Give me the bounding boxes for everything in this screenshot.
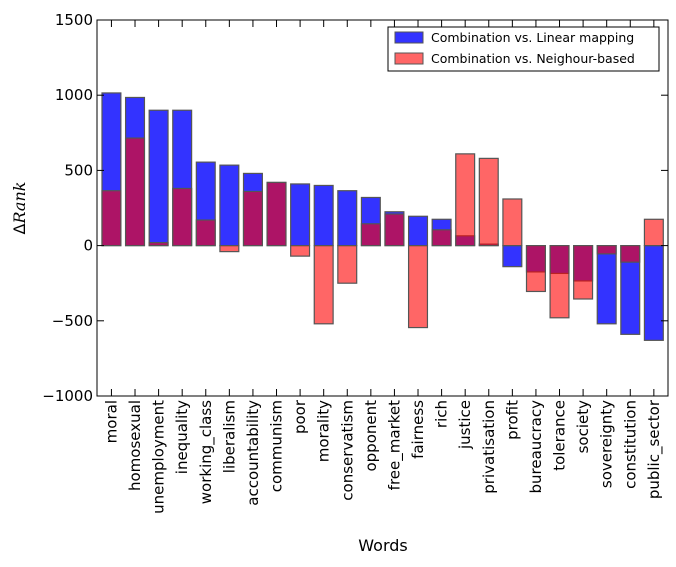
x-tick-label-profit: profit: [503, 400, 521, 440]
plot-frame: [96, 19, 669, 397]
bar-neighbour-based-accountability: [242, 190, 263, 247]
x-tick-label-constitution: constitution: [621, 400, 639, 489]
x-tick-label-accountability: accountability: [244, 400, 262, 506]
x-tick-label-sovereignty: sovereignty: [598, 400, 616, 488]
y-axis-title-rank: Rank: [10, 182, 29, 225]
legend-swatch-linear-mapping: [394, 31, 424, 44]
bar-neighbour-based-constitution: [620, 245, 641, 263]
bar-neighbour-based-bureaucracy: [525, 245, 546, 293]
bar-neighbour-based-sovereignty: [596, 245, 617, 255]
x-tick-label-free_market: free_market: [385, 400, 404, 490]
x-tick-label-conservatism: conservatism: [338, 400, 356, 501]
y-axis-title-delta: Δ: [10, 223, 29, 234]
bar-linear-mapping-fairness: [407, 215, 429, 247]
bar-linear-mapping-poor: [290, 183, 311, 247]
x-tick-label-moral: moral: [102, 400, 120, 443]
bar-neighbour-based-liberalism: [219, 245, 240, 253]
axes-layer: [96, 19, 669, 397]
bar-neighbour-based-fairness: [407, 245, 429, 329]
x-tick-label-justice: justice: [456, 400, 474, 450]
x-tick-label-communism: communism: [268, 400, 286, 492]
legend-label-linear-mapping: Combination vs. Linear mapping: [431, 30, 634, 45]
bar-neighbour-based-tolerance: [549, 245, 570, 319]
x-tick-label-fairness: fairness: [409, 400, 427, 459]
bar-linear-mapping-sovereignty: [596, 245, 617, 325]
bar-neighbour-based-inequality: [172, 187, 193, 247]
bar-neighbour-based-public_sector: [643, 218, 664, 247]
x-tick-label-public_sector: public_sector: [645, 399, 664, 499]
bar-linear-mapping-profit: [502, 245, 523, 268]
x-tick-label-society: society: [574, 400, 592, 454]
x-tick-labels: moral homosexual unemployment inequality wor…: [102, 399, 663, 514]
x-axis-title: Words: [358, 536, 407, 555]
x-tick-label-rich: rich: [433, 400, 451, 428]
bars-layer: [101, 92, 664, 341]
bar-linear-mapping-public_sector: [643, 245, 664, 341]
y-tick-label: 1500: [55, 11, 93, 29]
y-tick-label: 500: [64, 161, 93, 179]
y-axis-title: ΔRank: [10, 182, 29, 235]
bar-neighbour-based-opponent: [360, 223, 381, 247]
bar-neighbour-based-society: [573, 245, 594, 300]
bar-neighbour-based-justice: [455, 153, 476, 247]
x-tick-label-privatisation: privatisation: [480, 400, 498, 494]
legend: Combination vs. Linear mapping Combinatio…: [387, 26, 660, 72]
bar-neighbour-based-poor: [290, 245, 311, 257]
bar-linear-mapping-morality: [313, 184, 334, 247]
bar-neighbour-based-working_class: [195, 219, 216, 247]
x-tick-label-bureaucracy: bureaucracy: [527, 400, 545, 494]
bar-neighbour-based-morality: [313, 245, 334, 325]
y-tick-labels: −1000 −500 0 500 1000 1500: [42, 11, 93, 405]
bar-neighbour-based-homosexual: [124, 137, 146, 247]
bar-neighbour-based-moral: [101, 190, 122, 247]
bar-neighbour-based-profit: [502, 198, 523, 247]
bar-neighbour-based-conservatism: [337, 245, 358, 284]
x-tick-label-opponent: opponent: [362, 400, 380, 472]
bar-neighbour-based-free_market: [384, 213, 405, 247]
y-tick-label: −500: [52, 312, 93, 330]
bar-neighbour-based-privatisation: [478, 157, 499, 247]
x-tick-label-working_class: working_class: [197, 400, 216, 504]
x-tick-label-liberalism: liberalism: [220, 400, 238, 473]
legend-box: [387, 26, 660, 72]
legend-swatch-neighbour-based: [394, 52, 424, 65]
x-tick-label-unemployment: unemployment: [150, 400, 168, 514]
y-tick-label: 1000: [55, 86, 93, 104]
legend-label-neighbour-based: Combination vs. Neighour-based: [431, 51, 635, 66]
bar-linear-mapping-liberalism: [219, 164, 240, 247]
bar-neighbour-based-unemployment: [148, 241, 169, 247]
bar-linear-mapping-unemployment: [148, 109, 169, 247]
x-tick-label-tolerance: tolerance: [551, 400, 569, 471]
bar-neighbour-based-rich: [431, 229, 452, 247]
x-tick-label-poor: poor: [291, 399, 309, 434]
x-tick-label-morality: morality: [315, 400, 333, 462]
bar-linear-mapping-conservatism: [337, 190, 358, 247]
y-tick-label: 0: [83, 237, 93, 255]
x-tick-label-homosexual: homosexual: [126, 400, 144, 491]
y-tick-label: −1000: [42, 387, 93, 405]
x-tick-label-inequality: inequality: [173, 400, 191, 474]
bar-neighbour-based-communism: [266, 181, 287, 247]
